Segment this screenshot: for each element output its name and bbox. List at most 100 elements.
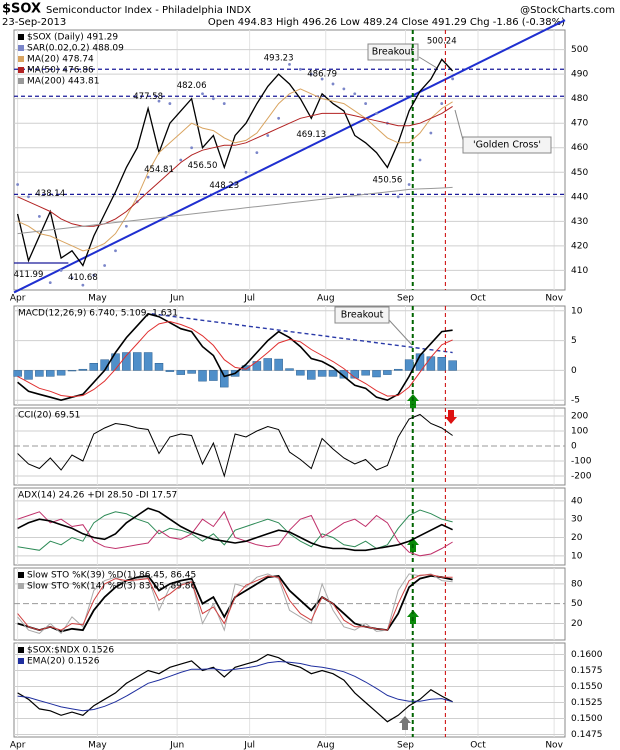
sar-dot — [211, 97, 215, 101]
histogram-bar — [24, 370, 33, 380]
legend-swatch — [18, 583, 24, 589]
legend-label: $SOX (Daily) 491.29 — [27, 33, 118, 43]
series-line — [17, 573, 453, 635]
y-tick-label: 440 — [571, 192, 588, 202]
histogram-bar — [67, 370, 77, 372]
signal-arrow — [399, 716, 411, 730]
sar-dot — [429, 131, 433, 135]
histogram-bar — [426, 356, 436, 371]
sar-dot — [418, 158, 422, 162]
price-label: 438.14 — [35, 189, 65, 199]
note-box — [462, 136, 552, 154]
x-tick-label: Aug — [317, 294, 335, 304]
sar-dot — [309, 72, 313, 76]
histogram-bar — [46, 370, 55, 377]
y-tick-label: 500 — [571, 45, 588, 55]
price-label: 469.13 — [296, 130, 326, 140]
sar-dot — [92, 273, 96, 277]
trendline — [13, 19, 566, 294]
histogram-bar — [296, 370, 305, 376]
histogram-bar — [372, 370, 381, 378]
y-tick-label: 0.1525 — [571, 698, 603, 708]
series-line — [16, 58, 454, 267]
histogram-bar — [317, 370, 327, 377]
x-tick-label: Jun — [169, 741, 184, 750]
note-box — [334, 306, 390, 324]
trendline — [151, 313, 453, 354]
x-tick-label: Aug — [317, 741, 335, 750]
sar-dot — [190, 146, 194, 150]
sar-dot — [244, 170, 248, 174]
sar-dot — [124, 224, 128, 228]
y-tick-label: 20 — [571, 619, 583, 629]
sar-dot — [266, 134, 270, 137]
histogram-bar — [13, 370, 22, 377]
legend-swatch — [18, 34, 24, 40]
histogram-bar — [165, 370, 175, 372]
sar-dot — [288, 62, 291, 66]
series-line — [17, 574, 453, 631]
sar-dot — [222, 102, 226, 105]
x-tick-label: May — [88, 741, 107, 750]
y-tick-label: 30 — [571, 515, 583, 525]
y-tick-label: -200 — [571, 471, 592, 481]
panel — [13, 305, 566, 406]
sar-dot — [233, 183, 237, 186]
legend-swatch — [18, 56, 24, 62]
price-label: 411.99 — [14, 270, 44, 280]
sar-dot — [201, 92, 204, 96]
sell-arrow — [445, 410, 457, 424]
quote: Open 494.83 High 496.26 Low 489.24 Close… — [208, 17, 565, 28]
y-tick-label: 0 — [571, 366, 577, 376]
sar-dot — [114, 249, 117, 253]
histogram-bar — [78, 368, 88, 371]
chart-date: 23-Sep-2013 — [2, 17, 66, 28]
x-tick-label: Apr — [10, 294, 26, 304]
note-box — [367, 43, 419, 61]
note-pointer — [418, 56, 438, 69]
price-label: 456.50 — [188, 161, 218, 171]
sar-dot — [342, 87, 346, 91]
y-tick-label: 450 — [571, 168, 588, 178]
histogram-bar — [143, 352, 153, 371]
y-tick-label: 0.1500 — [571, 714, 603, 724]
sar-dot — [59, 268, 63, 272]
legend-label: MA(50) 476.86 — [27, 66, 94, 76]
x-tick-label: Sep — [397, 741, 414, 750]
histogram-bar — [122, 352, 131, 371]
y-tick-label: 0.1550 — [571, 682, 603, 692]
sar-dot — [320, 77, 324, 81]
sar-dot — [146, 175, 150, 179]
note-pointer — [388, 319, 413, 346]
y-tick-label: 10 — [571, 306, 583, 316]
y-tick-label: 430 — [571, 217, 588, 227]
series-line — [17, 653, 453, 723]
histogram-bar — [448, 360, 457, 371]
histogram-bar — [307, 370, 316, 380]
sar-dot — [277, 116, 281, 120]
sar-dot — [407, 183, 411, 186]
histogram-bar — [187, 370, 196, 374]
legend-label: Slow STO %K(14) %D(3) 83.05, 89.86 — [27, 582, 197, 592]
histogram-bar — [328, 370, 338, 377]
legend-label: MA(200) 443.81 — [27, 77, 99, 87]
price-label: 454.81 — [144, 165, 174, 175]
sar-dot — [27, 195, 30, 199]
legend-title: ADX(14) 24.26 +DI 28.50 -DI 17.57 — [18, 491, 177, 501]
x-tick-label: Jul — [243, 294, 255, 304]
sar-dot — [81, 283, 85, 287]
sar-dot — [440, 102, 444, 105]
price-label: 500.24 — [427, 37, 457, 47]
y-tick-label: 10 — [571, 551, 583, 561]
legend-label: EMA(20) 0.1526 — [27, 657, 100, 667]
histogram-bar — [209, 370, 218, 381]
y-tick-label: 40 — [571, 496, 583, 506]
sar-dot — [255, 151, 259, 155]
legend-swatch — [18, 572, 24, 578]
y-tick-label: 490 — [571, 70, 588, 80]
sar-dot — [331, 82, 335, 86]
sar-dot — [179, 158, 183, 162]
histogram-bar — [252, 361, 262, 371]
histogram-bar — [56, 370, 66, 376]
